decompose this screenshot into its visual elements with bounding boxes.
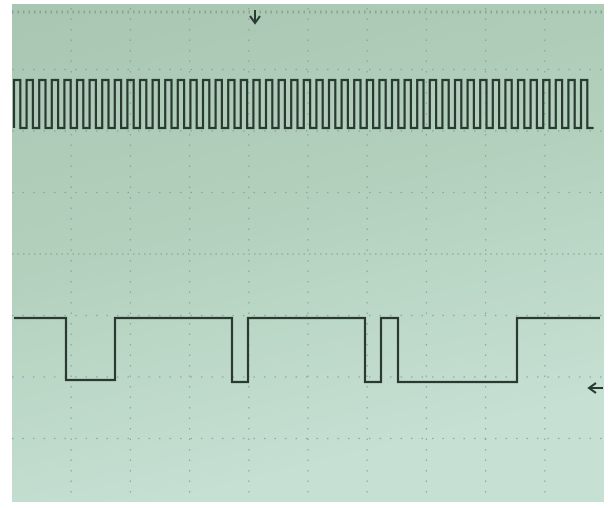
oscilloscope-photo xyxy=(0,0,608,508)
screen xyxy=(12,4,604,502)
page: (() => { const svg = document.getElement… xyxy=(0,0,608,508)
